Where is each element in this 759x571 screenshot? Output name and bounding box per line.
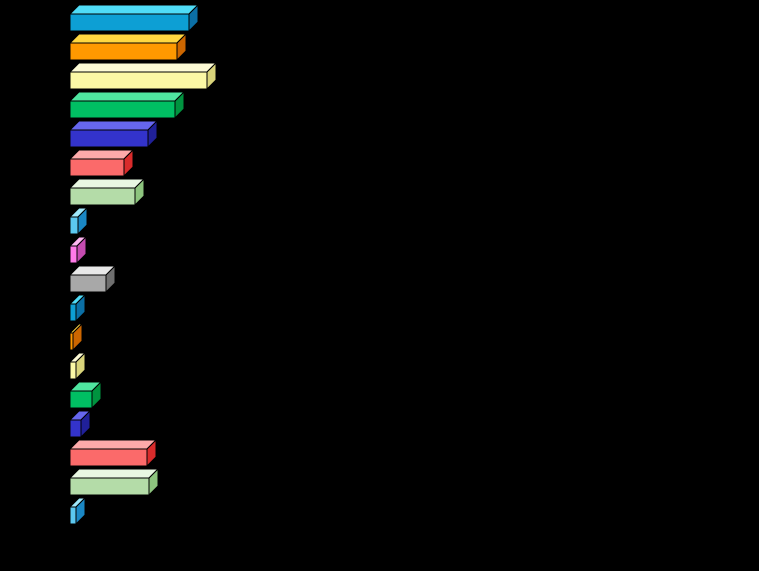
bar-front-face: [69, 13, 190, 32]
bar-18[interactable]: [68, 496, 87, 526]
bar-12[interactable]: [68, 322, 84, 352]
bar-front-face: [69, 187, 136, 206]
bar-13[interactable]: [68, 351, 87, 381]
bar-7[interactable]: [68, 177, 146, 207]
bar-front-face: [69, 361, 77, 380]
bar-front-face: [69, 390, 93, 409]
bar-17[interactable]: [68, 467, 160, 497]
bar-6[interactable]: [68, 148, 135, 178]
bar-10[interactable]: [68, 264, 117, 294]
bar-front-face: [69, 332, 74, 351]
bar-top-face: [68, 439, 158, 450]
bar-front-face: [69, 71, 208, 90]
bar-9[interactable]: [68, 235, 88, 265]
bar-11[interactable]: [68, 293, 87, 323]
bar-14[interactable]: [68, 380, 103, 410]
bar-4[interactable]: [68, 90, 186, 120]
bar-front-face: [69, 216, 79, 235]
bar-top-face: [68, 120, 159, 131]
bar-front-face: [69, 303, 77, 322]
bar-top-face: [68, 468, 160, 479]
bar-top-face: [68, 178, 146, 189]
bar-top-face: [68, 4, 200, 15]
bar-front-face: [69, 100, 176, 119]
bar-front-face: [69, 419, 82, 438]
bar-front-face: [69, 158, 125, 177]
bar-side-face: [72, 322, 83, 352]
bar-front-face: [69, 245, 78, 264]
bar-top-face: [68, 91, 186, 102]
bar-front-face: [69, 129, 149, 148]
bar-front-face: [69, 477, 150, 496]
bar-top-face: [68, 149, 135, 160]
bar-3[interactable]: [68, 61, 218, 91]
bar-5[interactable]: [68, 119, 159, 149]
bar-1[interactable]: [68, 3, 200, 33]
bar-front-face: [69, 506, 77, 525]
bar-top-face: [68, 62, 218, 73]
bar-front-face: [69, 274, 107, 293]
bar-8[interactable]: [68, 206, 89, 236]
bar-16[interactable]: [68, 438, 158, 468]
bar-front-face: [69, 42, 178, 61]
bar-front-face: [69, 448, 148, 467]
bar-top-face: [68, 33, 188, 44]
bar-15[interactable]: [68, 409, 92, 439]
bar-2[interactable]: [68, 32, 188, 62]
